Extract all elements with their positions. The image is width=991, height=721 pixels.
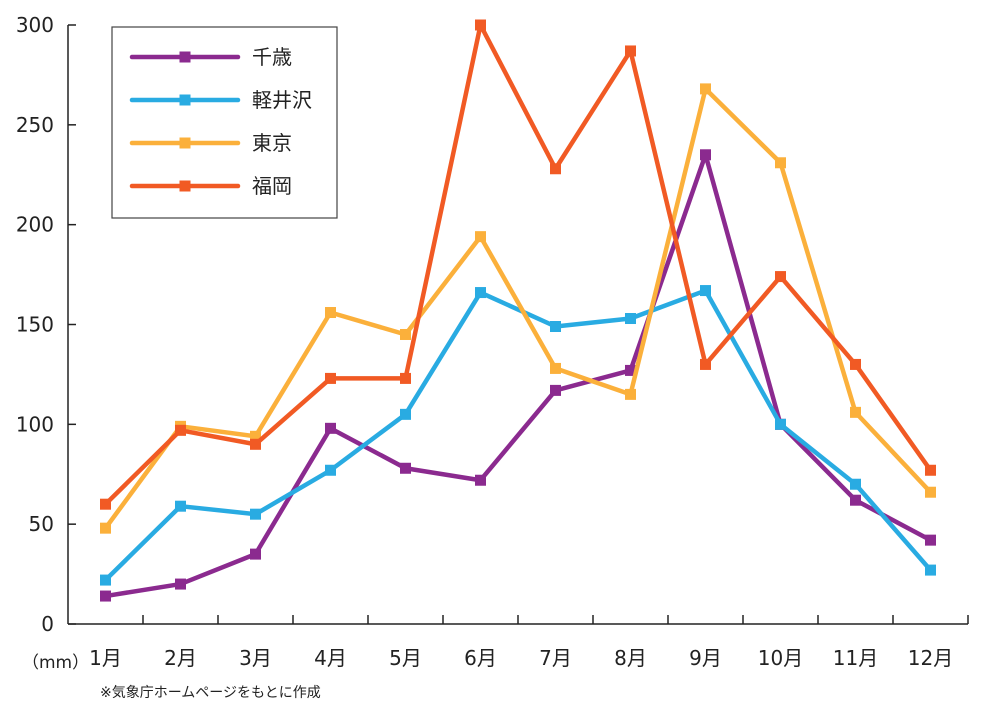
data-point [400,328,411,340]
data-point [625,364,636,376]
data-point [625,313,636,325]
x-tick-label: 8月 [614,646,647,670]
series-line [103,86,933,531]
data-point [700,83,711,95]
data-point [325,422,336,434]
y-tick-label: 300 [16,13,54,37]
x-tick-label: 12月 [908,646,953,670]
y-tick-label: 200 [16,213,54,237]
data-point [100,522,111,534]
data-point [250,548,261,560]
x-tick-label: 9月 [689,646,722,670]
legend-label: 軽井沢 [252,88,312,112]
data-point [775,271,786,283]
data-point [925,534,936,546]
data-point [100,574,111,586]
data-point [625,45,636,57]
legend-item: 千歳 [129,45,292,69]
series-line [103,152,933,599]
data-point [400,372,411,384]
legend-label: 福岡 [252,174,292,198]
series-軽井沢 [100,285,936,586]
legend-swatch-marker [179,180,191,192]
data-point [175,424,186,436]
legend-item: 福岡 [129,174,292,198]
data-point [850,478,861,490]
data-point [700,285,711,297]
data-point [475,19,486,31]
data-point [850,358,861,370]
y-tick-label: 100 [16,412,54,436]
x-tick-label: 11月 [833,646,878,670]
data-point [100,590,111,602]
data-point [550,362,561,374]
data-point [475,287,486,299]
y-unit-label: （mm） [22,653,89,673]
x-tick-label: 5月 [389,646,422,670]
y-tick-label: 50 [29,512,54,536]
legend-swatch-marker [179,51,191,63]
series-line [103,22,933,507]
y-tick-label: 250 [16,113,54,137]
data-point [325,307,336,319]
data-point [325,372,336,384]
data-point [250,508,261,520]
series-layer [100,19,936,602]
data-point [625,388,636,400]
data-point [250,438,261,450]
data-point [175,500,186,512]
x-tick-label: 6月 [464,646,497,670]
data-point [475,474,486,486]
data-point [325,464,336,476]
legend-swatch-marker [179,137,191,149]
data-point [550,384,561,396]
data-point [925,464,936,476]
series-東京 [100,83,936,534]
series-福岡 [100,19,936,510]
data-point [700,149,711,161]
legend-swatch-marker [179,94,191,106]
data-point [400,408,411,420]
y-ticks: 0 50 100 150 200 250 300 [16,13,76,636]
y-tick-label: 150 [16,313,54,337]
data-point [100,498,111,510]
data-point [550,320,561,332]
legend-label: 東京 [252,131,292,155]
data-point [550,163,561,175]
x-tick-label: 3月 [239,646,272,670]
data-point [175,578,186,590]
x-tick-label: 4月 [314,646,347,670]
data-point [775,157,786,169]
data-point [925,564,936,576]
data-point [475,231,486,243]
series-line [103,288,933,583]
source-note: ※気象庁ホームページをもとに作成 [100,685,321,701]
data-point [850,494,861,506]
data-point [775,418,786,430]
legend-item: 軽井沢 [129,88,312,112]
legend-label: 千歳 [252,45,292,69]
data-point [400,462,411,474]
x-tick-label: 10月 [758,646,803,670]
data-point [850,406,861,418]
x-tick-label: 2月 [164,646,197,670]
data-point [250,430,261,442]
x-ticks: 1月 2月 3月 4月 5月 6月 7月 8月 9月 10月 11月 12月 [89,615,969,670]
legend-item: 東京 [129,131,292,155]
data-point [700,358,711,370]
y-tick-label: 0 [41,612,54,636]
x-tick-label: 7月 [539,646,572,670]
data-point [925,486,936,498]
x-tick-label: 1月 [89,646,122,670]
